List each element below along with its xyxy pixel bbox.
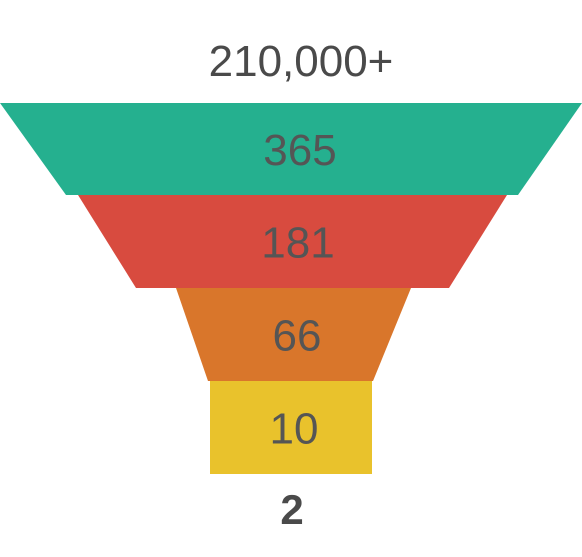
funnel-segments [0,103,582,474]
funnel-stage-4 [210,381,372,474]
funnel-stage-label-1: 365 [263,126,336,175]
funnel-stage-label-4: 10 [270,405,319,454]
funnel-stage-2 [78,195,507,288]
funnel-stage-1 [0,103,582,195]
funnel-stage-label-2: 181 [261,219,334,268]
funnel-top-label: 210,000+ [209,37,394,86]
funnel-stage-label-3: 66 [273,312,322,361]
funnel-stage-3 [176,288,411,381]
funnel-stage-labels: 365 181 66 10 [261,126,336,454]
funnel-bottom-label: 2 [280,486,303,533]
